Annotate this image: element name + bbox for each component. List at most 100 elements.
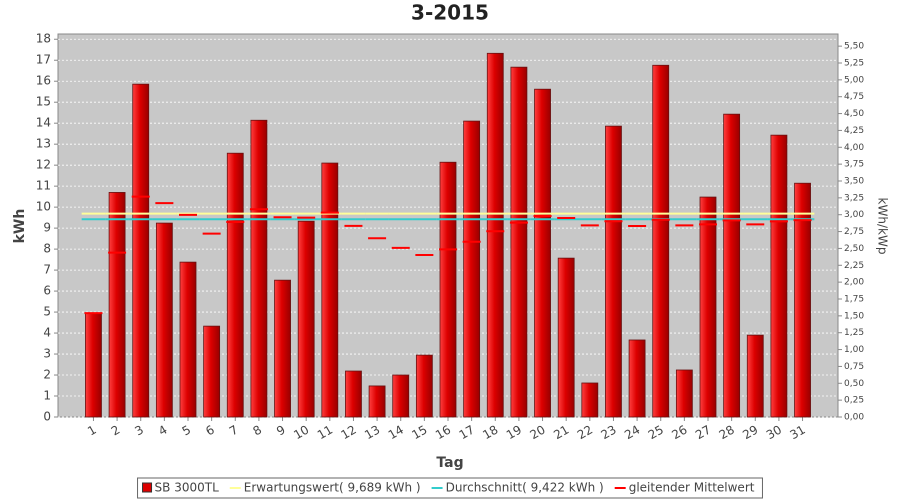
y2-tick-label: 2,00 (844, 278, 864, 288)
x-tick-label: 18 (480, 423, 500, 443)
x-tick-label: 30 (764, 423, 784, 443)
x-tick-label: 21 (551, 423, 571, 443)
y2-tick-label: 5,50 (844, 42, 864, 52)
y-tick-label: 12 (36, 158, 51, 172)
y2-tick-label: 0,75 (844, 362, 864, 372)
y-tick-label: 3 (43, 347, 51, 361)
x-tick-label: 28 (717, 423, 737, 443)
x-tick-label: 23 (598, 423, 618, 443)
y2-tick-label: 2,50 (844, 244, 864, 254)
y2-tick-label: 4,75 (844, 92, 864, 102)
y-tick-label: 11 (36, 179, 51, 193)
y-tick-label: 10 (36, 200, 51, 214)
bar (250, 119, 268, 418)
x-tick-label: 22 (575, 423, 595, 443)
y2-tick-label: 4,00 (844, 143, 864, 153)
legend: SB 3000TL Erwartungswert( 9,689 kWh ) Durc… (137, 477, 763, 499)
x-tick-label: 25 (646, 423, 666, 443)
legend-label: SB 3000TL (155, 481, 220, 495)
y-tick-label: 5 (43, 305, 51, 319)
y2-tick-label: 5,25 (844, 58, 864, 68)
bar (794, 182, 811, 418)
y-tick-label: 2 (43, 368, 51, 382)
bar (85, 312, 102, 418)
bar (581, 382, 599, 418)
bar (463, 120, 481, 418)
x-tick-label: 5 (180, 423, 194, 439)
x-tick-label: 27 (693, 423, 713, 443)
bar (746, 334, 764, 418)
bar (368, 385, 386, 418)
x-axis-label: Tag (436, 455, 463, 471)
bar (321, 162, 339, 418)
bar (510, 66, 528, 418)
y-tick-label: 8 (43, 242, 51, 256)
y2-tick-label: 4,50 (844, 109, 864, 119)
bar (132, 83, 150, 418)
x-tick-label: 19 (504, 423, 524, 443)
y2-tick-label: 1,00 (844, 345, 864, 355)
bar (770, 134, 788, 418)
y2-tick-label: 2,75 (844, 227, 864, 237)
y-tick-label: 18 (36, 32, 51, 46)
bar (155, 222, 173, 418)
bar (392, 374, 410, 418)
x-tick-label: 10 (291, 423, 311, 443)
y-tick-label: 6 (43, 284, 51, 298)
bar (179, 261, 197, 418)
bar (628, 339, 646, 418)
y-tick-label: 7 (43, 263, 51, 277)
y2-tick-label: 3,00 (844, 210, 864, 220)
y-tick-label: 14 (36, 116, 51, 130)
bar (345, 370, 362, 418)
legend-box (137, 477, 763, 499)
y2-tick-label: 1,25 (844, 328, 864, 338)
x-tick-label: 13 (362, 423, 382, 443)
y-tick-label: 17 (36, 53, 51, 67)
y-tick-label: 13 (36, 137, 51, 151)
x-tick-label: 2 (109, 423, 123, 439)
x-tick-label: 31 (788, 423, 808, 443)
chart-title: 3-2015 (411, 1, 489, 25)
x-tick-label: 7 (227, 423, 241, 439)
x-tick-label: 17 (457, 423, 477, 443)
x-tick-label: 24 (622, 423, 642, 443)
bar (297, 220, 315, 418)
x-tick-label: 20 (528, 423, 548, 443)
y-tick-label: 0 (43, 410, 51, 424)
x-tick-label: 14 (386, 423, 406, 443)
bar (203, 325, 221, 418)
bar (274, 279, 291, 418)
x-tick-label: 8 (251, 423, 265, 439)
x-tick-label: 29 (740, 423, 760, 443)
bar (415, 354, 433, 418)
y2-axis-label: kWh/kWp (876, 198, 890, 255)
legend-label: Durchschnitt( 9,422 kWh ) (446, 481, 604, 495)
bar (439, 161, 457, 418)
bar (486, 52, 504, 418)
x-tick-label: 4 (156, 423, 170, 439)
y2-tick-label: 3,25 (844, 193, 864, 203)
y2-tick-label: 0,50 (844, 379, 864, 389)
bar (108, 192, 126, 418)
x-tick-label: 1 (85, 423, 99, 439)
x-tick-label: 9 (274, 423, 288, 439)
x-tick-label: 15 (409, 423, 429, 443)
bar (723, 113, 741, 418)
x-tick-label: 16 (433, 423, 453, 443)
y2-tick-label: 1,75 (844, 294, 864, 304)
y2-tick-label: 3,50 (844, 176, 864, 186)
y-tick-label: 16 (36, 74, 51, 88)
bar (557, 257, 575, 418)
x-tick-label: 11 (315, 423, 335, 443)
x-tick-label: 12 (338, 423, 358, 443)
legend-label: gleitender Mittelwert (629, 481, 755, 495)
y-axis-label: kWh (12, 209, 28, 244)
y2-tick-label: 4,25 (844, 126, 864, 136)
bar (652, 64, 670, 418)
y-tick-label: 1 (43, 389, 51, 403)
y-tick-label: 4 (43, 326, 51, 340)
bar (605, 125, 622, 418)
y-tick-label: 15 (36, 95, 51, 109)
